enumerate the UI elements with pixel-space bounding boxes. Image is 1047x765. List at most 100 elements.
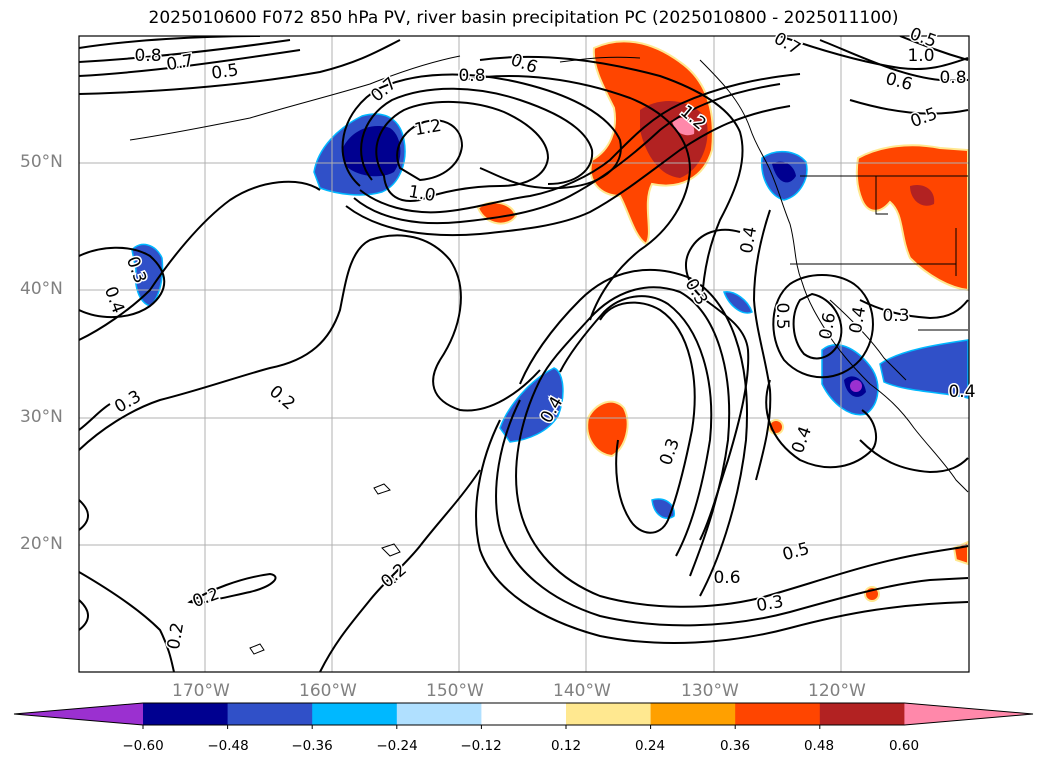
colorbar-tick-label: −0.36 (291, 738, 333, 754)
precip-extreme-core (850, 380, 862, 392)
contour-label: 0.3 (882, 306, 909, 326)
colorbar-segment (396, 703, 482, 725)
plot-frame (78, 35, 970, 673)
pv-contour (187, 572, 277, 604)
colorbar-tick-label: 0.12 (550, 738, 582, 754)
pv-contour (495, 399, 969, 627)
contour-label: 0.4 (788, 424, 816, 456)
colorbar-extend-high (904, 703, 1033, 725)
colorbar-tick-label: 0.24 (634, 738, 666, 754)
pv-contour (459, 75, 692, 321)
lon-label: 170°W (172, 681, 230, 701)
pv-contour (752, 209, 772, 481)
pv-contour (79, 599, 89, 631)
precip-shading (131, 40, 969, 602)
coastline (381, 575, 397, 585)
pv-contour (375, 100, 550, 202)
lat-label: 20°N (20, 534, 63, 554)
coastline (129, 55, 461, 141)
contour-label: 0.7 (165, 51, 195, 75)
precip-positive-area (586, 400, 629, 458)
lon-label: 120°W (808, 681, 866, 701)
pv-contour (79, 403, 111, 431)
coastline (699, 59, 969, 493)
contour-label: 0.7 (770, 29, 803, 60)
coastline (249, 643, 265, 655)
contour-label: 0.4 (737, 225, 761, 255)
pv-contour (859, 299, 969, 320)
colorbar (13, 702, 1034, 729)
colorbar-tick-label: −0.12 (460, 738, 502, 754)
pv-contour (79, 571, 175, 672)
colorbar-segment (312, 703, 398, 725)
colorbar-tick-label: 0.48 (803, 738, 835, 754)
colorbar-tick-label: 0.60 (888, 738, 920, 754)
pv-contour (772, 274, 874, 379)
border-line (875, 176, 888, 215)
pv-contour (360, 87, 594, 185)
lon-label: 150°W (426, 681, 484, 701)
contour-label: 0.3 (656, 436, 684, 468)
pv-contour (79, 39, 291, 63)
border-line (829, 299, 907, 381)
contour-label: 0.6 (883, 69, 914, 95)
colorbar-tick-label: 0.36 (719, 738, 751, 754)
pv-contour (899, 36, 969, 61)
contour-label: 0.6 (508, 50, 540, 78)
colorbar-segment (650, 703, 736, 725)
coastline (381, 543, 401, 557)
contour-labels: 0.8 0.7 0.50.7 0.8 0.61.21.00.7 1.00.6 0.80.50… (98, 22, 977, 652)
pv-contour (515, 379, 969, 608)
contour-label: 0.2 (164, 621, 188, 651)
contour-label: 0.3 (755, 592, 785, 616)
contour-label: 0.5 (780, 539, 811, 565)
pv-contour (319, 469, 481, 672)
colorbar-extend-low (14, 703, 143, 725)
pv-contour (859, 439, 969, 474)
pv-contour (79, 49, 301, 77)
precip-positive-core (640, 100, 708, 178)
pv-contour (345, 105, 791, 237)
colorbar-segment (227, 703, 313, 725)
contour-label: 0.8 (939, 68, 966, 88)
pv-contour (539, 286, 731, 577)
pv-contour (779, 36, 969, 71)
colorbar-segment (143, 703, 229, 725)
contour-label: 0.3 (111, 387, 144, 418)
contour-label: 0.6 (713, 568, 740, 588)
contour-label: 0.8 (458, 66, 485, 86)
colorbar-segment (566, 703, 652, 725)
colorbar-tick-label: −0.48 (207, 738, 249, 754)
pv-contour (479, 55, 744, 301)
pv-contour (792, 292, 843, 360)
lon-label: 130°W (681, 681, 739, 701)
colorbar-tick-label: −0.60 (122, 738, 164, 754)
contour-label: 0.4 (846, 305, 870, 335)
coastlines (129, 55, 969, 655)
lat-label: 30°N (20, 407, 63, 427)
contour-label: 1.2 (413, 116, 443, 140)
precip-positive-core (910, 184, 935, 206)
pv-contour (519, 268, 748, 597)
pv-contour (819, 39, 968, 81)
precip-positive-area (855, 144, 969, 292)
pv-contour (849, 99, 969, 115)
lon-label: 140°W (553, 681, 611, 701)
pv-contour (396, 119, 464, 182)
pv-contour (475, 419, 969, 644)
contour-label: 0.4 (948, 382, 975, 402)
pv-contour (359, 73, 801, 214)
pv-contour (559, 295, 713, 557)
coastline (373, 483, 391, 495)
lon-label: 160°W (299, 681, 357, 701)
lat-label: 40°N (20, 279, 63, 299)
contour-label: 0.5 (210, 60, 240, 84)
pv-contour (79, 39, 401, 95)
coastline (559, 56, 641, 63)
contour-label: 0.8 (134, 46, 161, 66)
contour-label: 1.0 (407, 182, 437, 206)
map-title: 2025010600 F072 850 hPa PV, river basin … (148, 8, 899, 28)
precip-negative-core (772, 161, 796, 183)
precip-negative-area (499, 367, 564, 443)
